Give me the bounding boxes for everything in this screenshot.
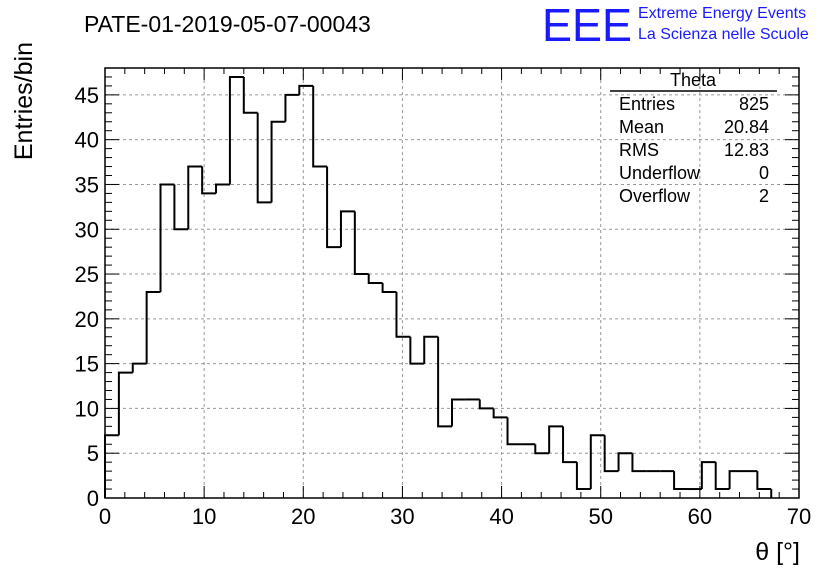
stats-label-entries: Entries bbox=[619, 94, 675, 114]
histogram-bin bbox=[117, 371, 133, 436]
stats-value-overflow: 2 bbox=[759, 186, 769, 206]
histogram-bin bbox=[423, 335, 439, 364]
stats-box-title: Theta bbox=[670, 70, 717, 90]
y-tick-label: 35 bbox=[75, 172, 99, 197]
eee-logo-mark: EEE bbox=[542, 0, 632, 51]
histogram-bin bbox=[145, 290, 161, 364]
y-axis-label: Entries/bin bbox=[10, 42, 38, 160]
histogram-bin bbox=[326, 166, 341, 249]
axes bbox=[104, 67, 800, 499]
plot-frame bbox=[104, 67, 800, 499]
x-tick-label: 60 bbox=[688, 504, 712, 529]
x-tick-label: 50 bbox=[588, 504, 612, 529]
histogram-bin bbox=[228, 75, 244, 185]
y-tick-label: 0 bbox=[87, 486, 99, 511]
histogram-series bbox=[104, 75, 773, 498]
stats-value-rms: 12.83 bbox=[724, 140, 769, 160]
histogram-bin bbox=[756, 471, 772, 491]
y-tick-label: 20 bbox=[75, 307, 99, 332]
grid-lines bbox=[105, 68, 799, 498]
histogram-bin bbox=[367, 274, 383, 284]
histogram-bin bbox=[173, 184, 189, 231]
stats-label-rms: RMS bbox=[619, 140, 659, 160]
histogram-bin bbox=[256, 112, 272, 204]
y-tick-label: 30 bbox=[75, 217, 99, 242]
histogram-bin bbox=[201, 166, 217, 195]
histogram-bin bbox=[270, 120, 286, 203]
x-tick-label: 10 bbox=[192, 504, 216, 529]
histogram-bin bbox=[339, 210, 355, 248]
y-tick-label: 5 bbox=[87, 441, 99, 466]
eee-logo-line2: La Scienza nelle Scuole bbox=[638, 26, 809, 43]
histogram-bin bbox=[451, 398, 466, 427]
histogram-bin bbox=[548, 425, 564, 454]
y-tick-label: 45 bbox=[75, 83, 99, 108]
histogram-bin bbox=[159, 183, 175, 292]
tick-marks bbox=[104, 67, 800, 499]
histogram-bin bbox=[298, 84, 314, 95]
histogram-bin bbox=[437, 336, 452, 428]
histogram-bin bbox=[631, 453, 647, 473]
y-tick-label: 10 bbox=[75, 396, 99, 421]
x-axis-label: θ [°] bbox=[755, 538, 800, 566]
histogram-bin bbox=[492, 408, 508, 419]
histogram-bin bbox=[534, 444, 550, 455]
histogram-bin bbox=[575, 462, 591, 491]
stats-value-underflow: 0 bbox=[759, 163, 769, 183]
y-tick-label: 25 bbox=[75, 262, 99, 287]
stats-box: Theta Entries 825 Mean 20.84 RMS 12.83 U… bbox=[610, 70, 777, 206]
stats-label-overflow: Overflow bbox=[619, 186, 691, 206]
histogram-bin bbox=[381, 283, 397, 293]
eee-logo: EEE Extreme Energy Events La Scienza nel… bbox=[542, 0, 809, 51]
histogram-bin bbox=[603, 435, 619, 473]
stats-label-underflow: Underflow bbox=[619, 163, 701, 183]
stats-value-entries: 825 bbox=[739, 94, 769, 114]
histogram-bin bbox=[187, 165, 203, 230]
histogram-bin bbox=[353, 211, 369, 276]
histogram-bin bbox=[728, 470, 744, 490]
eee-logo-line1: Extreme Energy Events bbox=[638, 5, 806, 22]
histogram-bin bbox=[700, 461, 716, 490]
histogram-bin bbox=[395, 291, 411, 338]
x-tick-label: 20 bbox=[291, 504, 315, 529]
x-tick-label: 40 bbox=[489, 504, 513, 529]
run-title: PATE-01-2019-05-07-00043 bbox=[84, 11, 371, 37]
x-tick-label: 70 bbox=[787, 504, 811, 529]
histogram-bin bbox=[562, 426, 577, 464]
histogram-bin bbox=[131, 362, 147, 373]
y-tick-label: 15 bbox=[75, 352, 99, 377]
histogram-bin bbox=[589, 434, 605, 490]
histogram-bin bbox=[714, 462, 730, 491]
histogram-bin bbox=[215, 183, 230, 194]
histogram-bin bbox=[478, 399, 494, 410]
x-tick-label: 30 bbox=[390, 504, 414, 529]
histogram-bin bbox=[242, 76, 258, 114]
stats-label-mean: Mean bbox=[619, 117, 664, 137]
histogram-bin bbox=[673, 471, 688, 491]
histogram-bin bbox=[409, 336, 425, 365]
histogram-bin bbox=[284, 93, 300, 122]
stats-value-mean: 20.84 bbox=[724, 117, 769, 137]
histogram-bin bbox=[506, 417, 522, 446]
x-tick-label: 0 bbox=[99, 504, 111, 529]
histogram-bin bbox=[312, 85, 328, 168]
y-tick-label: 40 bbox=[75, 128, 99, 153]
histogram-bin bbox=[617, 452, 633, 472]
